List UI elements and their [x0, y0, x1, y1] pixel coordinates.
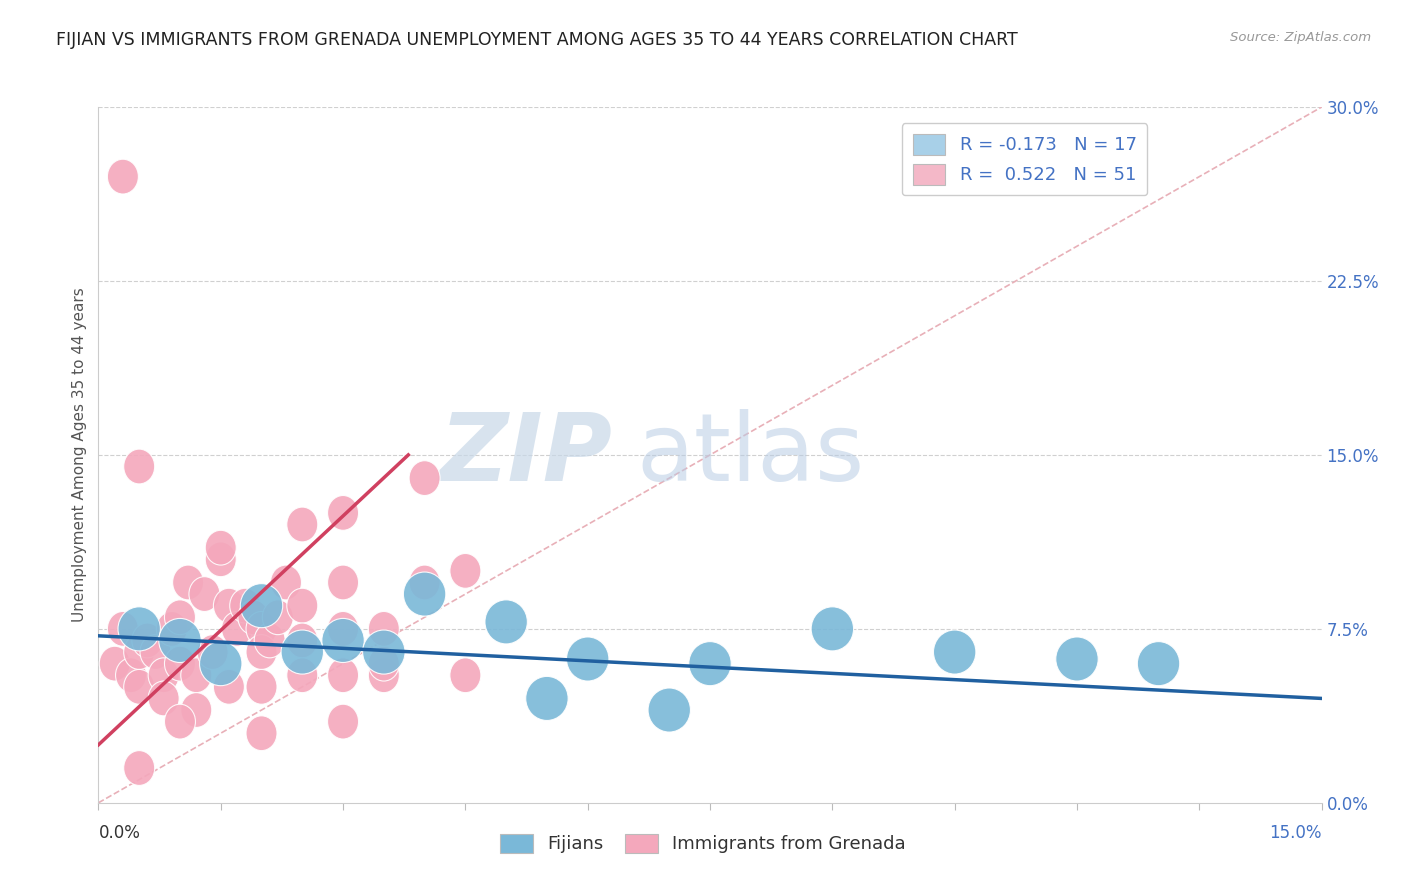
Text: FIJIAN VS IMMIGRANTS FROM GRENADA UNEMPLOYMENT AMONG AGES 35 TO 44 YEARS CORRELA: FIJIAN VS IMMIGRANTS FROM GRENADA UNEMPL… [56, 31, 1018, 49]
Ellipse shape [124, 635, 155, 669]
Ellipse shape [181, 658, 212, 692]
Ellipse shape [107, 159, 138, 194]
Ellipse shape [450, 553, 481, 589]
Ellipse shape [322, 618, 364, 663]
Ellipse shape [328, 658, 359, 692]
Ellipse shape [689, 641, 731, 686]
Ellipse shape [328, 496, 359, 531]
Ellipse shape [254, 623, 285, 658]
Ellipse shape [205, 530, 236, 566]
Ellipse shape [181, 692, 212, 728]
Ellipse shape [934, 630, 976, 674]
Ellipse shape [409, 460, 440, 496]
Ellipse shape [188, 577, 219, 612]
Ellipse shape [811, 607, 853, 651]
Ellipse shape [363, 630, 405, 674]
Ellipse shape [165, 646, 195, 681]
Ellipse shape [107, 612, 138, 646]
Ellipse shape [368, 646, 399, 681]
Ellipse shape [328, 566, 359, 599]
Text: Source: ZipAtlas.com: Source: ZipAtlas.com [1230, 31, 1371, 45]
Ellipse shape [485, 599, 527, 644]
Ellipse shape [368, 612, 399, 646]
Ellipse shape [238, 599, 269, 635]
Ellipse shape [205, 541, 236, 577]
Ellipse shape [368, 658, 399, 692]
Ellipse shape [246, 715, 277, 751]
Ellipse shape [1056, 637, 1098, 681]
Ellipse shape [132, 623, 163, 658]
Text: ZIP: ZIP [439, 409, 612, 501]
Ellipse shape [404, 572, 446, 616]
Ellipse shape [287, 507, 318, 542]
Legend: Fijians, Immigrants from Grenada: Fijians, Immigrants from Grenada [494, 827, 912, 861]
Ellipse shape [409, 566, 440, 599]
Ellipse shape [1137, 641, 1180, 686]
Ellipse shape [156, 612, 187, 646]
Ellipse shape [165, 599, 195, 635]
Ellipse shape [246, 612, 277, 646]
Ellipse shape [148, 658, 179, 692]
Ellipse shape [240, 583, 283, 628]
Ellipse shape [246, 635, 277, 669]
Text: 15.0%: 15.0% [1270, 823, 1322, 842]
Ellipse shape [263, 599, 294, 635]
Ellipse shape [526, 676, 568, 721]
Ellipse shape [281, 630, 323, 674]
Ellipse shape [197, 635, 228, 669]
Ellipse shape [148, 681, 179, 715]
Y-axis label: Unemployment Among Ages 35 to 44 years: Unemployment Among Ages 35 to 44 years [72, 287, 87, 623]
Ellipse shape [100, 646, 131, 681]
Ellipse shape [165, 705, 195, 739]
Ellipse shape [118, 607, 160, 651]
Ellipse shape [124, 669, 155, 705]
Ellipse shape [246, 669, 277, 705]
Ellipse shape [141, 635, 172, 669]
Ellipse shape [222, 612, 253, 646]
Ellipse shape [214, 669, 245, 705]
Legend: R = -0.173   N = 17, R =  0.522   N = 51: R = -0.173 N = 17, R = 0.522 N = 51 [901, 123, 1147, 195]
Ellipse shape [214, 589, 245, 623]
Ellipse shape [173, 566, 204, 599]
Text: atlas: atlas [637, 409, 865, 501]
Ellipse shape [648, 688, 690, 732]
Ellipse shape [115, 658, 146, 692]
Ellipse shape [270, 566, 301, 599]
Ellipse shape [287, 658, 318, 692]
Ellipse shape [124, 751, 155, 786]
Ellipse shape [567, 637, 609, 681]
Ellipse shape [328, 612, 359, 646]
Ellipse shape [287, 589, 318, 623]
Ellipse shape [159, 618, 201, 663]
Ellipse shape [450, 658, 481, 692]
Text: 0.0%: 0.0% [98, 823, 141, 842]
Ellipse shape [124, 450, 155, 484]
Ellipse shape [200, 641, 242, 686]
Ellipse shape [287, 623, 318, 658]
Ellipse shape [328, 705, 359, 739]
Ellipse shape [229, 589, 260, 623]
